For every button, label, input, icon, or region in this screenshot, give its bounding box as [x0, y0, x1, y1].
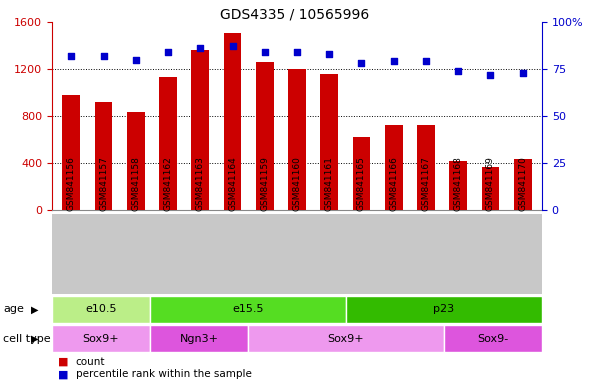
Text: GDS4335 / 10565996: GDS4335 / 10565996 [221, 8, 369, 22]
Text: age: age [3, 305, 24, 314]
Text: ■: ■ [58, 357, 68, 367]
Text: count: count [76, 357, 105, 367]
Text: Ngn3+: Ngn3+ [179, 333, 218, 344]
Text: Sox9-: Sox9- [477, 333, 509, 344]
Bar [191, 50, 209, 210]
Text: percentile rank within the sample: percentile rank within the sample [76, 369, 251, 379]
Point [163, 49, 173, 55]
Text: p23: p23 [434, 305, 454, 314]
Text: ■: ■ [58, 369, 68, 379]
Text: ▶: ▶ [31, 305, 39, 314]
Point [357, 60, 366, 66]
Point [195, 45, 205, 51]
Point [67, 53, 76, 59]
Point [486, 71, 495, 78]
Bar [224, 33, 241, 210]
Text: Sox9+: Sox9+ [327, 333, 364, 344]
Point [99, 53, 109, 59]
Point [421, 58, 431, 65]
Bar [288, 69, 306, 210]
Point [518, 70, 527, 76]
Text: e15.5: e15.5 [232, 305, 264, 314]
Text: e10.5: e10.5 [85, 305, 117, 314]
Point [131, 56, 140, 63]
Text: cell type: cell type [3, 333, 51, 344]
Bar [63, 95, 80, 210]
Point [389, 58, 398, 65]
Bar [450, 161, 467, 210]
Bar [385, 126, 402, 210]
Bar [95, 102, 113, 210]
Point [228, 43, 237, 50]
Point [454, 68, 463, 74]
Text: ▶: ▶ [31, 333, 39, 344]
Bar [417, 126, 435, 210]
Point [260, 49, 270, 55]
Bar [353, 137, 371, 210]
Text: Sox9+: Sox9+ [83, 333, 119, 344]
Bar [514, 159, 532, 210]
Bar [159, 77, 177, 210]
Bar [320, 74, 338, 210]
Bar [127, 113, 145, 210]
Point [324, 51, 334, 57]
Bar [481, 167, 499, 210]
Point [292, 49, 301, 55]
Bar [256, 62, 274, 210]
